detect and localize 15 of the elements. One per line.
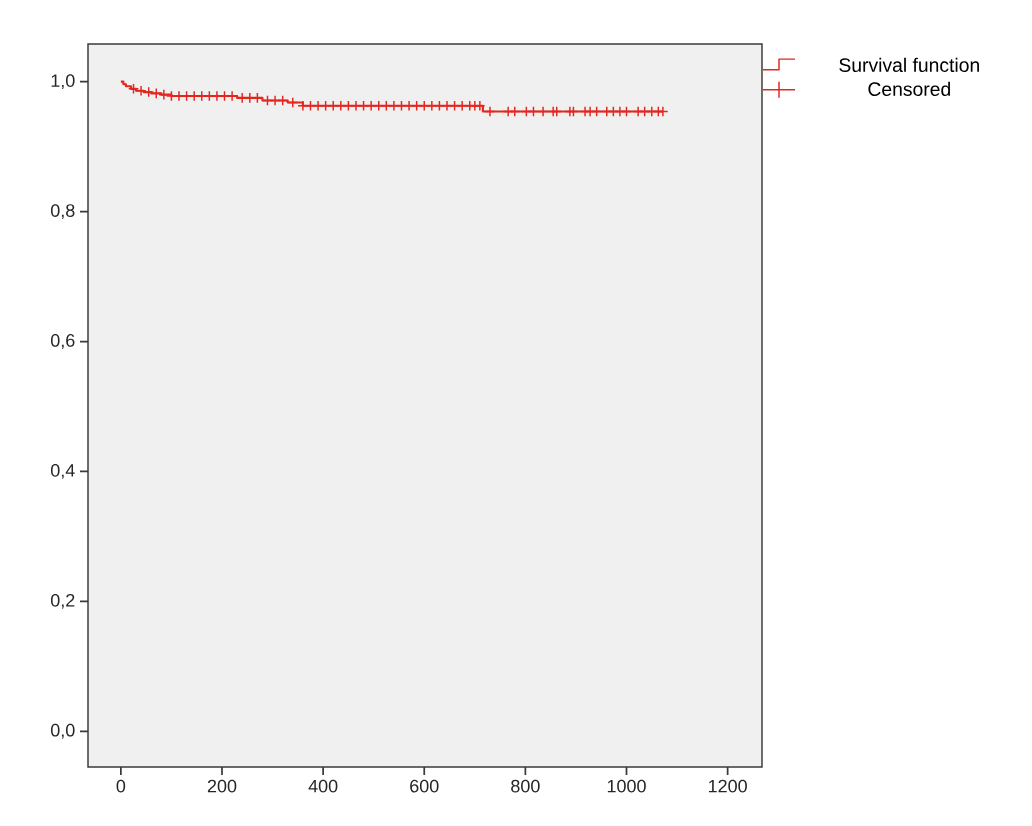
y-tick-label: 0,8 — [50, 204, 75, 220]
y-tick-label: 0,2 — [50, 593, 75, 609]
x-tick-label: 800 — [511, 779, 540, 793]
x-tick-label: 200 — [207, 779, 237, 793]
legend-label: Survival function — [839, 57, 979, 72]
x-tick-label: 1200 — [708, 779, 747, 793]
y-tick-label: 0,6 — [50, 334, 75, 349]
y-tick-label: 0,0 — [50, 723, 75, 739]
y-tick-label: 1,0 — [51, 74, 75, 90]
x-tick-label: 400 — [308, 779, 338, 793]
x-tick-label: 1000 — [607, 779, 646, 793]
y-tick-label: 0,4 — [50, 464, 75, 479]
x-tick-label: 600 — [410, 779, 439, 793]
text: Censored — [868, 81, 950, 96]
x-tick-label: 0 — [116, 779, 126, 793]
